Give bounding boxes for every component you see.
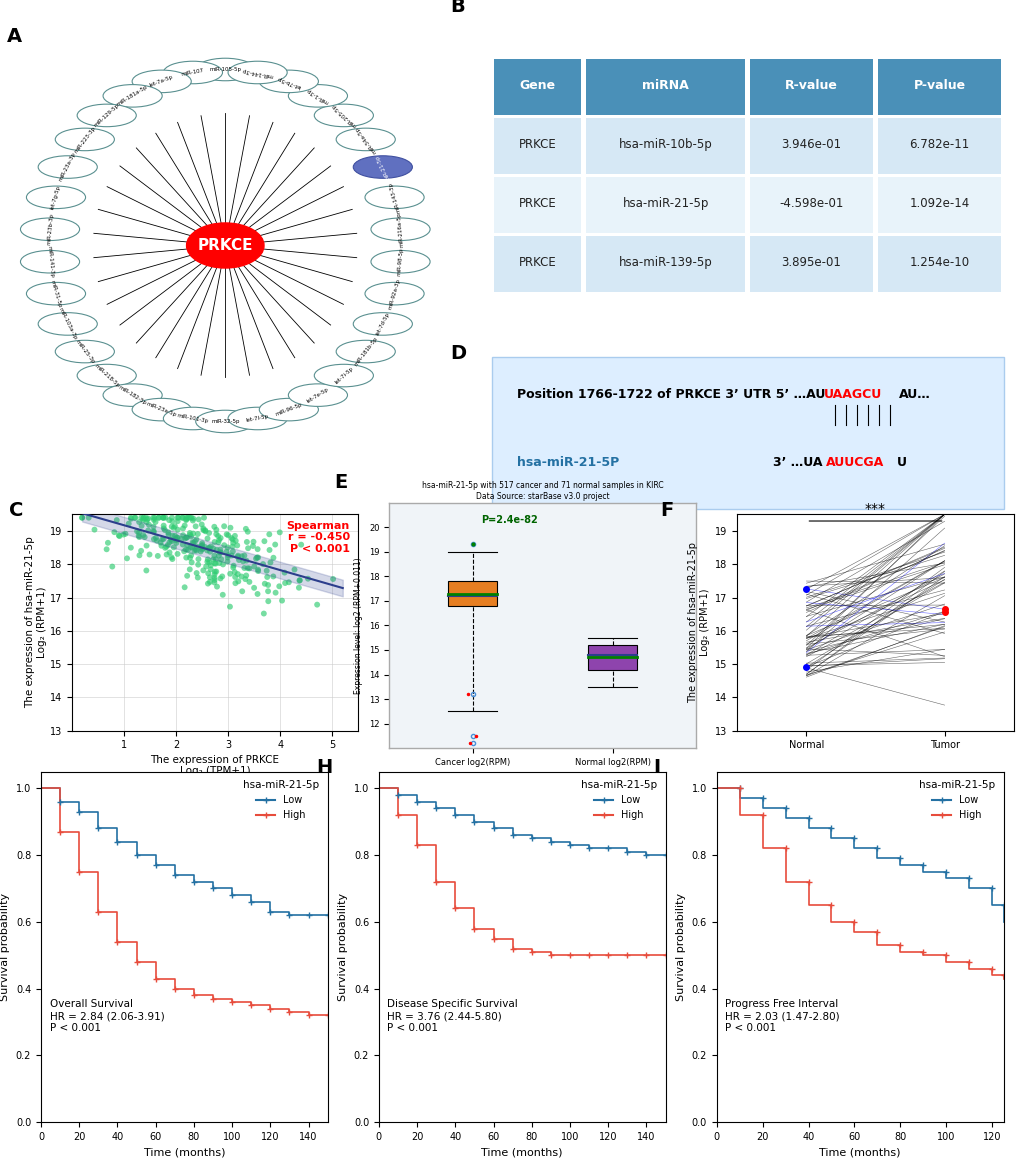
Point (276, 563, 293, 582)
Point (207, 533, 223, 552)
Text: let-7d-5p: let-7d-5p (375, 312, 390, 337)
Point (256, 604, 272, 623)
Text: miR-103a-3p: miR-103a-3p (57, 307, 78, 341)
Point (161, 511, 177, 530)
FancyBboxPatch shape (878, 118, 1001, 174)
Point (238, 519, 254, 538)
Point (188, 538, 205, 556)
Point (136, 527, 153, 546)
Point (148, 531, 165, 549)
Point (182, 525, 199, 544)
Point (174, 509, 190, 527)
Point (208, 520, 224, 539)
Point (325, 569, 341, 588)
Point (167, 530, 183, 548)
Point (180, 540, 197, 559)
Text: miR-141-3p: miR-141-3p (46, 245, 54, 278)
Ellipse shape (259, 399, 318, 421)
Text: miR-101-3p: miR-101-3p (177, 413, 209, 424)
Point (135, 509, 152, 527)
Point (212, 544, 228, 562)
Text: let-7b-5p: let-7b-5p (276, 75, 301, 88)
Point (164, 526, 180, 545)
Point (166, 518, 182, 537)
Point (293, 535, 309, 554)
Legend: Low, High: Low, High (239, 776, 323, 824)
Point (226, 526, 243, 545)
Point (238, 566, 254, 584)
Ellipse shape (103, 383, 162, 407)
Point (233, 547, 250, 566)
Point (178, 528, 195, 547)
Point (161, 533, 177, 552)
Point (140, 510, 157, 528)
Point (179, 509, 196, 527)
Point (250, 584, 266, 603)
Text: miR-23b-3p: miR-23b-3p (46, 213, 54, 245)
Point (179, 535, 196, 554)
Ellipse shape (164, 407, 222, 430)
Point (159, 545, 175, 563)
Text: 6.782e-11: 6.782e-11 (909, 138, 970, 151)
Text: Disease Specific Survival
HR = 3.76 (2.44-5.80)
P < 0.001: Disease Specific Survival HR = 3.76 (2.4… (387, 999, 518, 1032)
Legend: Box plot, Gene expressions: Box plot, Gene expressions (468, 787, 617, 798)
Point (246, 579, 262, 597)
Text: let-7a-5p: let-7a-5p (150, 75, 174, 88)
Point (200, 539, 216, 558)
Point (202, 539, 218, 558)
Point (201, 524, 217, 542)
Point (170, 512, 186, 531)
Point (123, 509, 139, 527)
Point (227, 532, 244, 551)
Text: C: C (8, 502, 23, 520)
Point (240, 523, 256, 541)
Point (188, 530, 205, 548)
Text: ***: *** (865, 502, 886, 516)
Legend: Low, High: Low, High (577, 776, 660, 824)
Text: miR-218-5p: miR-218-5p (93, 362, 120, 388)
Point (267, 583, 284, 602)
FancyBboxPatch shape (586, 178, 745, 233)
Point (137, 509, 154, 527)
Point (183, 509, 200, 527)
Ellipse shape (27, 283, 86, 305)
Ellipse shape (55, 340, 115, 362)
Point (261, 525, 278, 544)
Ellipse shape (103, 84, 162, 108)
Point (199, 553, 215, 572)
Point (182, 538, 199, 556)
Point (230, 572, 247, 590)
Ellipse shape (164, 61, 222, 84)
Point (193, 538, 209, 556)
Point (255, 555, 271, 574)
Point (185, 524, 202, 542)
FancyBboxPatch shape (750, 236, 872, 292)
Point (197, 521, 213, 540)
Point (248, 549, 264, 568)
Point (208, 525, 224, 544)
FancyBboxPatch shape (878, 60, 1001, 115)
Point (145, 511, 162, 530)
Point (156, 509, 172, 527)
Point (197, 538, 213, 556)
Point (131, 546, 147, 565)
Point (154, 537, 170, 555)
Point (265, 548, 282, 567)
FancyBboxPatch shape (878, 178, 1001, 233)
Point (194, 535, 210, 554)
Point (246, 558, 262, 576)
Point (223, 528, 240, 547)
Text: hsa-miR-21-5p: hsa-miR-21-5p (623, 196, 709, 210)
Point (218, 525, 234, 544)
Point (206, 568, 222, 587)
Point (200, 574, 216, 593)
Text: miR-129-5p: miR-129-5p (93, 103, 120, 129)
Point (187, 517, 204, 535)
Point (225, 533, 242, 552)
Point (145, 530, 162, 548)
Point (168, 531, 184, 549)
Ellipse shape (38, 155, 97, 179)
Point (309, 595, 326, 614)
Point (184, 538, 201, 556)
Point (214, 567, 230, 586)
